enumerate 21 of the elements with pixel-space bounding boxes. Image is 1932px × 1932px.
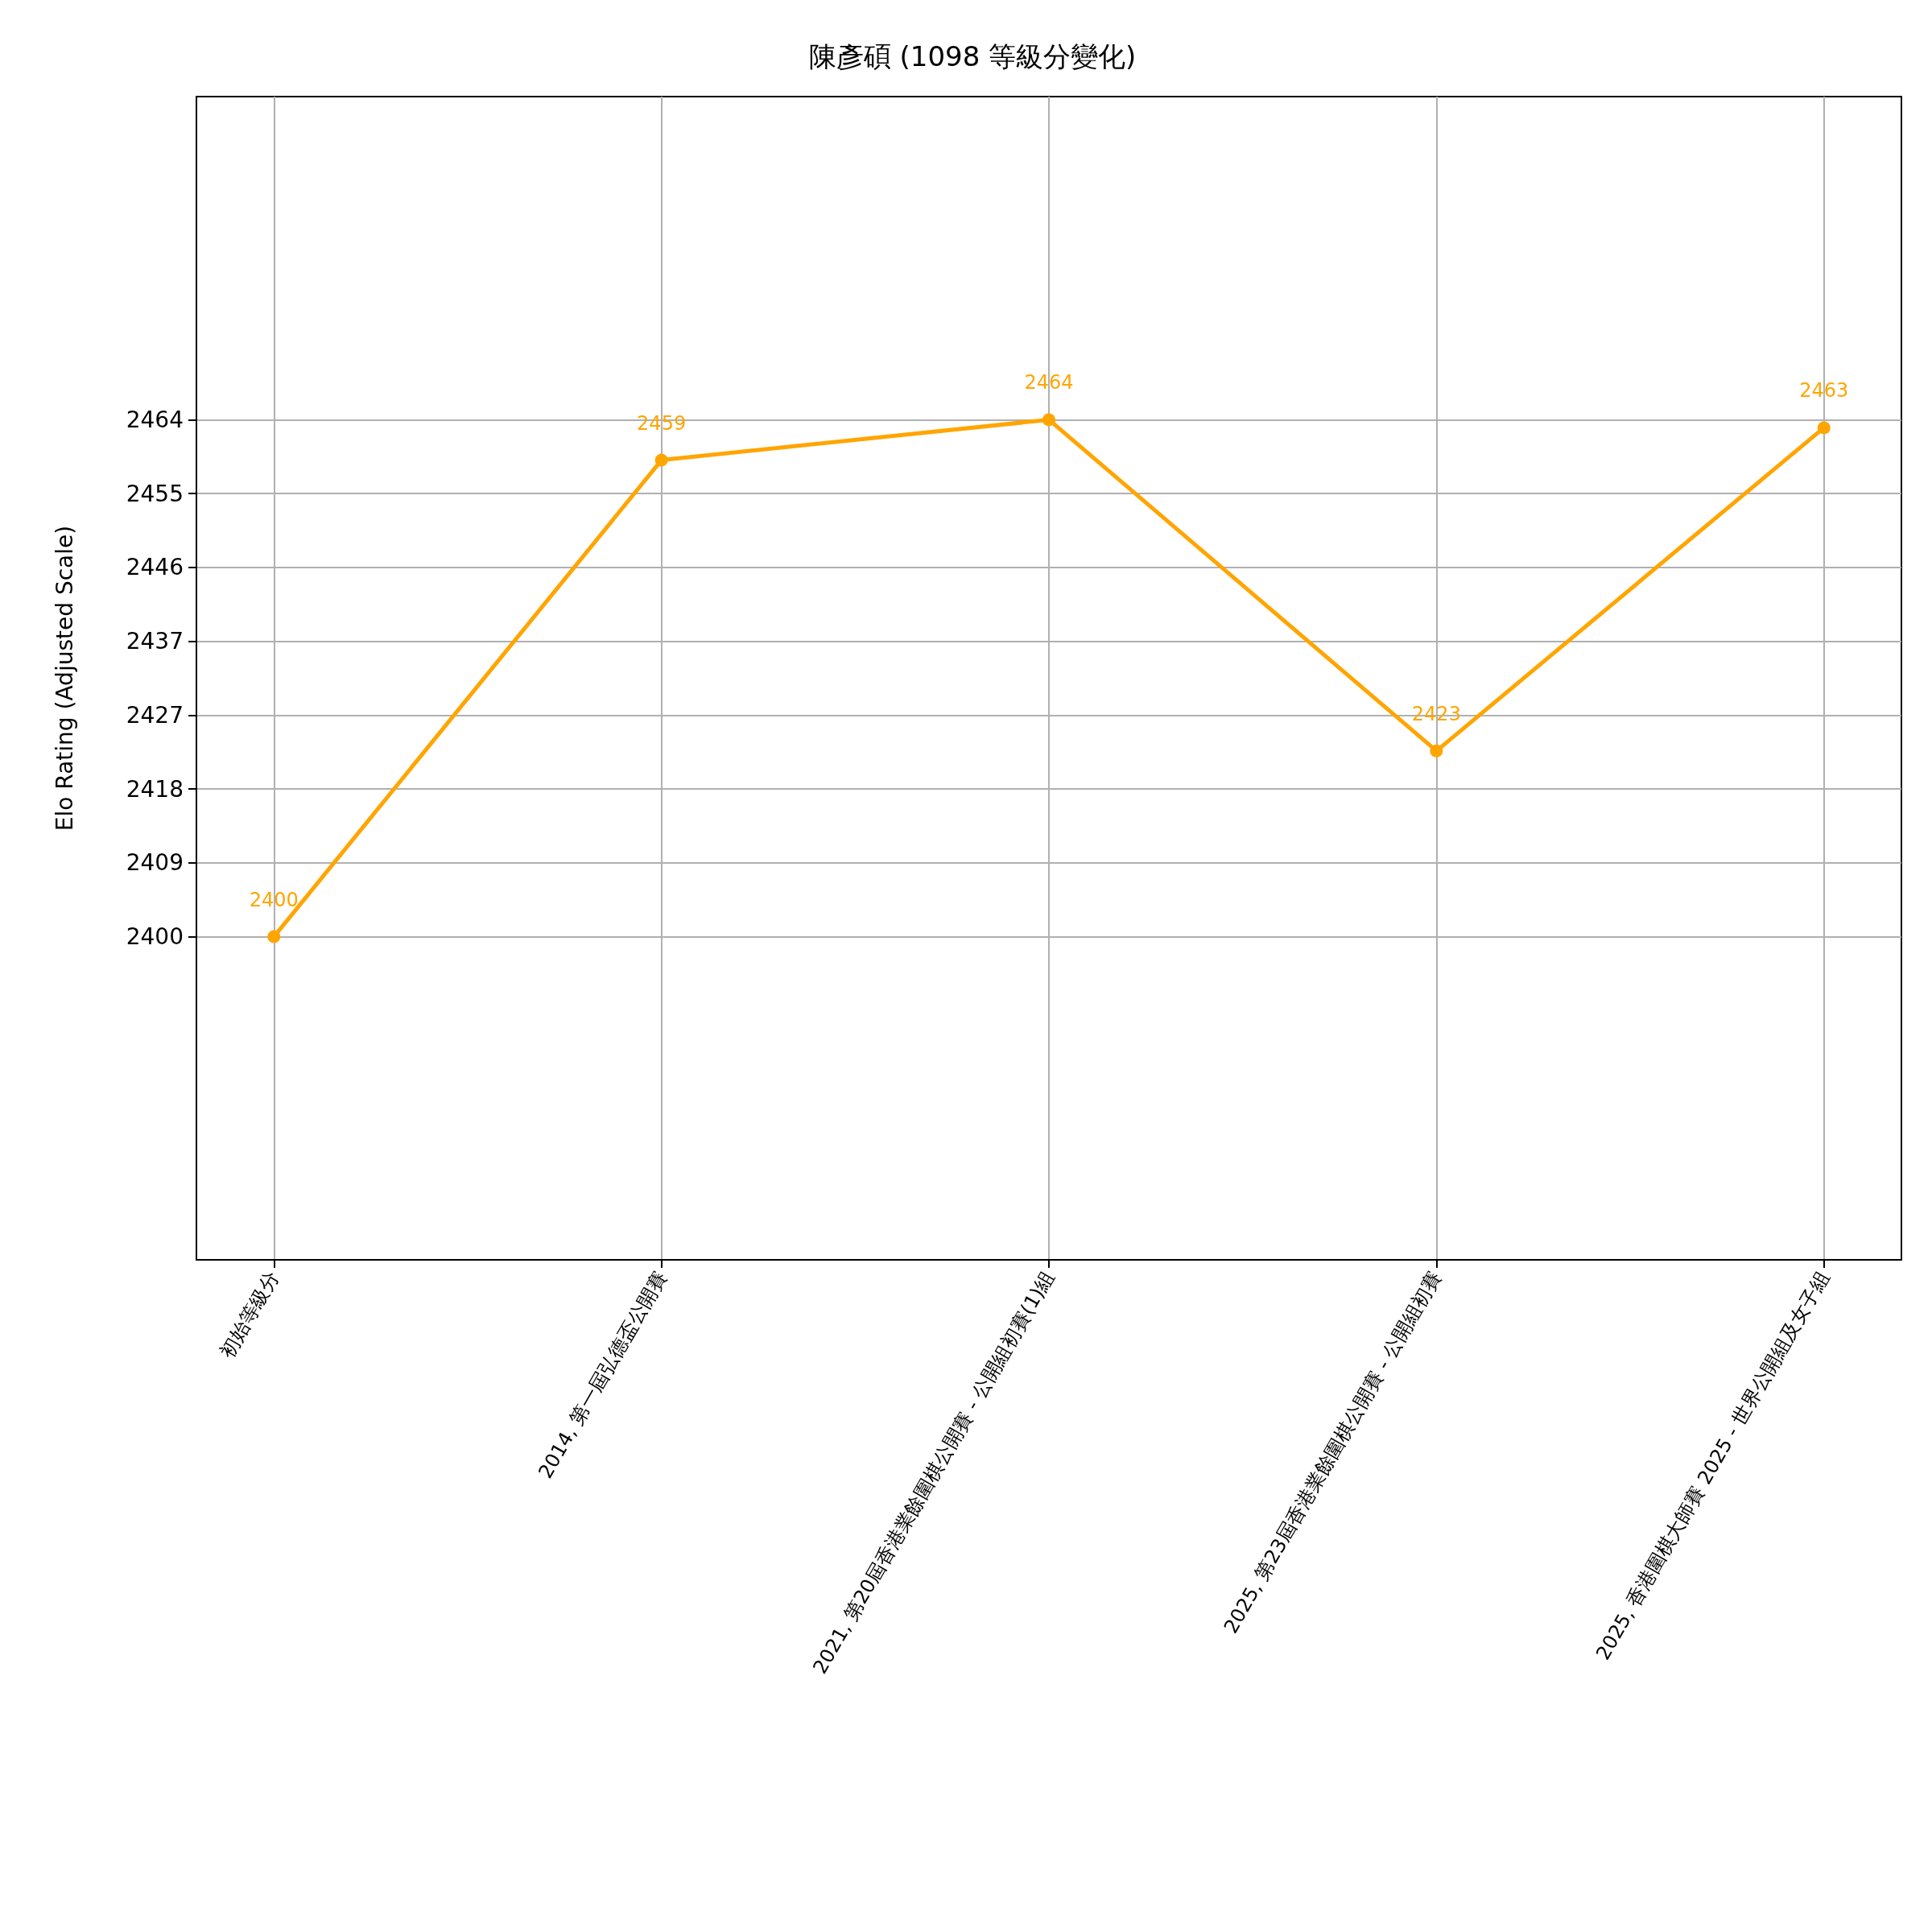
y-axis-title: Elo Rating (Adjusted Scale) bbox=[51, 525, 78, 832]
y-tick-label: 2427 bbox=[126, 701, 184, 729]
point bbox=[267, 930, 281, 943]
data-label: 2423 bbox=[1411, 702, 1461, 725]
y-tick-label: 2464 bbox=[126, 406, 184, 433]
point bbox=[1430, 744, 1443, 758]
point bbox=[1817, 421, 1831, 435]
data-label: 2463 bbox=[1799, 379, 1849, 402]
data-label: 2400 bbox=[249, 888, 299, 911]
data-label: 2459 bbox=[637, 411, 687, 435]
y-tick-label: 2418 bbox=[126, 775, 184, 803]
point bbox=[1042, 413, 1055, 427]
y-tick-label: 2437 bbox=[126, 628, 184, 655]
y-tick-label: 2455 bbox=[126, 480, 184, 507]
chart-title: 陳彥碩 (1098 等級分變化) bbox=[808, 40, 1137, 72]
data-label: 2464 bbox=[1024, 371, 1074, 394]
point bbox=[654, 453, 668, 467]
y-tick-label: 2409 bbox=[126, 849, 184, 877]
y-tick-label: 2400 bbox=[126, 923, 184, 951]
y-tick-label: 2446 bbox=[126, 554, 184, 581]
x-tick-label: 初始等級分 bbox=[216, 1267, 284, 1362]
